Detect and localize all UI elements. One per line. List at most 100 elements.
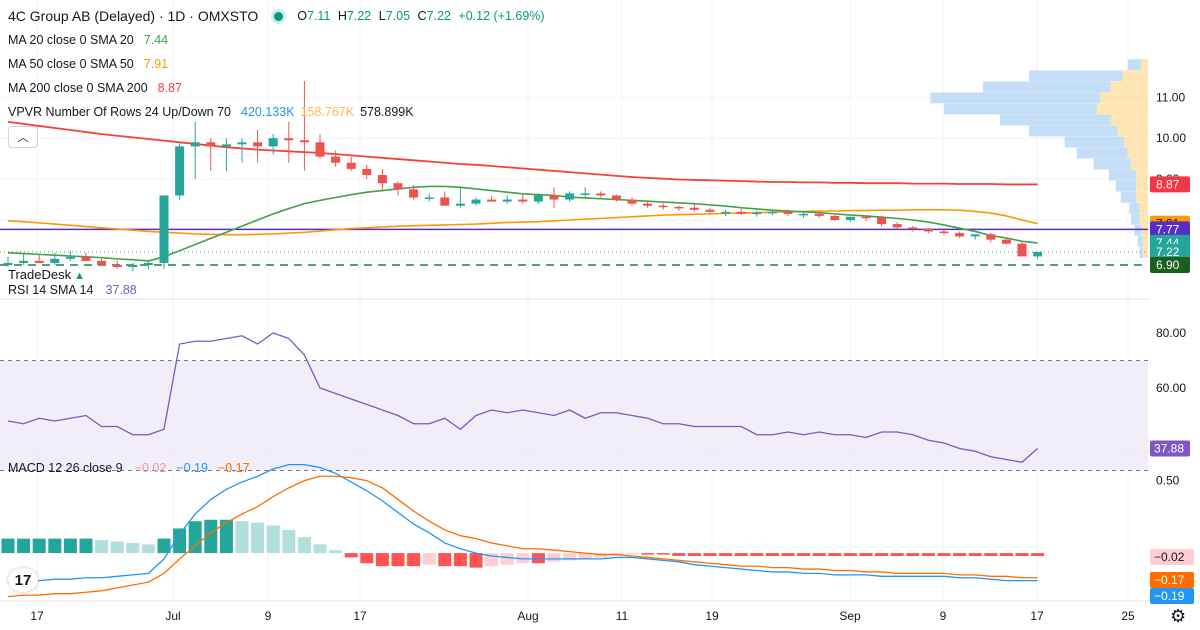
macd-axis-tick: 0.50 xyxy=(1156,474,1180,488)
candle-body xyxy=(955,233,965,237)
macd-histogram-bar xyxy=(641,553,655,555)
vpvr-down-bar xyxy=(1141,224,1148,236)
macd-histogram-bar xyxy=(282,529,296,554)
macd-histogram-bar xyxy=(703,553,717,556)
tradingview-logo[interactable]: 17 xyxy=(8,568,38,592)
time-axis-tick: 9 xyxy=(940,609,947,623)
macd-histogram-bar xyxy=(360,553,374,564)
vpvr-up-bar xyxy=(1137,236,1143,247)
macd-histogram-bar xyxy=(17,538,31,554)
candle-body xyxy=(877,217,887,225)
legend-ma50[interactable]: MA 50 close 0 SMA 50 7.91 xyxy=(8,57,169,71)
macd-histogram-bar xyxy=(625,553,639,555)
macd-histogram-bar xyxy=(375,553,389,567)
macd-histogram-bar xyxy=(251,522,265,554)
vpvr-down-bar xyxy=(1142,247,1148,258)
candle-body xyxy=(19,260,29,263)
vpvr-down-bar xyxy=(1141,59,1148,71)
macd-histogram-bar xyxy=(391,553,405,567)
macd-histogram-bar xyxy=(500,553,514,565)
candle-body xyxy=(674,206,684,209)
candle-body xyxy=(455,203,465,206)
arrow-up-icon: ▲ xyxy=(74,270,85,282)
vpvr-up-bar xyxy=(1000,114,1111,126)
macd-histogram-bar xyxy=(453,553,467,567)
vpvr-down-bar xyxy=(1110,81,1148,93)
symbol-title[interactable]: 4C Group AB (Delayed) · 1D · OMXSTO xyxy=(8,8,259,24)
vpvr-up-bar xyxy=(1108,169,1137,181)
candle-body xyxy=(580,193,590,195)
collapse-legend-button[interactable]: ︿ xyxy=(8,126,38,148)
candle-body xyxy=(549,195,559,200)
price-badge-label: 7.77 xyxy=(1156,222,1180,236)
candle-body xyxy=(253,142,263,147)
candle-body xyxy=(424,197,434,200)
candle-body xyxy=(565,193,575,200)
candle-body xyxy=(799,213,809,216)
candle-body xyxy=(440,197,450,206)
macd-histogram-bar xyxy=(968,553,982,556)
candle-body xyxy=(752,212,762,215)
macd-histogram-bar xyxy=(672,553,686,556)
legend-vpvr[interactable]: VPVR Number Of Rows 24 Up/Down 70 420.13… xyxy=(8,105,414,119)
candle-body xyxy=(1001,239,1011,244)
vpvr-up-bar xyxy=(1131,213,1140,225)
macd-histogram-bar xyxy=(48,538,62,554)
rsi-line xyxy=(7,332,1039,463)
candle-body xyxy=(518,199,528,202)
chevron-up-icon: ︿ xyxy=(17,132,29,144)
candle-body xyxy=(377,175,387,184)
rsi-badge xyxy=(1150,440,1190,457)
legend-rsi[interactable]: RSI 14 SMA 14 37.88 xyxy=(8,283,137,297)
market-status-icon xyxy=(274,11,284,21)
candle-body xyxy=(362,168,372,176)
candle-body xyxy=(487,199,497,202)
macd-histogram-bar xyxy=(781,553,795,556)
macd-badge-label: −0.19 xyxy=(1154,589,1185,603)
time-axis-tick: 19 xyxy=(705,609,719,623)
candle-body xyxy=(1017,243,1027,257)
legend-ma200[interactable]: MA 200 close 0 SMA 200 8.87 xyxy=(8,81,183,95)
vpvr-down-bar xyxy=(1136,191,1148,203)
tradedesk-annotation[interactable]: TradeDesk ▲ xyxy=(8,267,85,282)
candle-body xyxy=(159,195,169,263)
vpvr-down-bar xyxy=(1124,136,1148,148)
candle-body xyxy=(393,183,403,190)
vpvr-up-bar xyxy=(1093,158,1131,170)
legend-ma20[interactable]: MA 20 close 0 SMA 20 7.44 xyxy=(8,33,169,47)
price-badge xyxy=(1150,176,1190,193)
vpvr-up-bar xyxy=(930,92,1101,104)
ma200-line xyxy=(7,120,1038,186)
macd-badge-label: −0.17 xyxy=(1154,573,1185,587)
macd-histogram-bar xyxy=(797,553,811,556)
candle-body xyxy=(705,209,715,212)
candle-body xyxy=(97,260,107,265)
candle-body xyxy=(814,213,824,216)
macd-histogram-bar xyxy=(95,540,109,554)
candle-body xyxy=(502,199,512,202)
macd-histogram-bar xyxy=(141,544,155,554)
macd-histogram-bar xyxy=(999,553,1013,556)
candle-body xyxy=(736,211,746,214)
macd-histogram-bar xyxy=(235,521,249,554)
vpvr-up-bar xyxy=(1029,70,1123,82)
time-axis-tick: 17 xyxy=(353,609,367,623)
price-badge-label: 6.90 xyxy=(1156,258,1180,272)
candle-body xyxy=(689,207,699,210)
time-axis-tick: 25 xyxy=(1121,609,1135,623)
rsi-axis-tick: 60.00 xyxy=(1156,381,1186,395)
vpvr-up-bar xyxy=(1134,224,1142,236)
gear-icon[interactable]: ⚙ xyxy=(1170,606,1187,626)
candle-body xyxy=(65,256,75,259)
macd-badge xyxy=(1150,572,1194,588)
macd-line xyxy=(7,463,1038,583)
legend-macd[interactable]: MACD 12 26 close 9 −0.02 −0.19 −0.17 xyxy=(8,461,250,475)
signal-line xyxy=(7,475,1038,598)
macd-histogram-bar xyxy=(329,550,343,554)
macd-histogram-bar xyxy=(219,519,233,554)
candle-body xyxy=(299,140,309,143)
candle-body xyxy=(143,262,153,265)
price-axis-tick: 11.00 xyxy=(1156,90,1185,104)
macd-histogram-bar xyxy=(578,553,592,559)
